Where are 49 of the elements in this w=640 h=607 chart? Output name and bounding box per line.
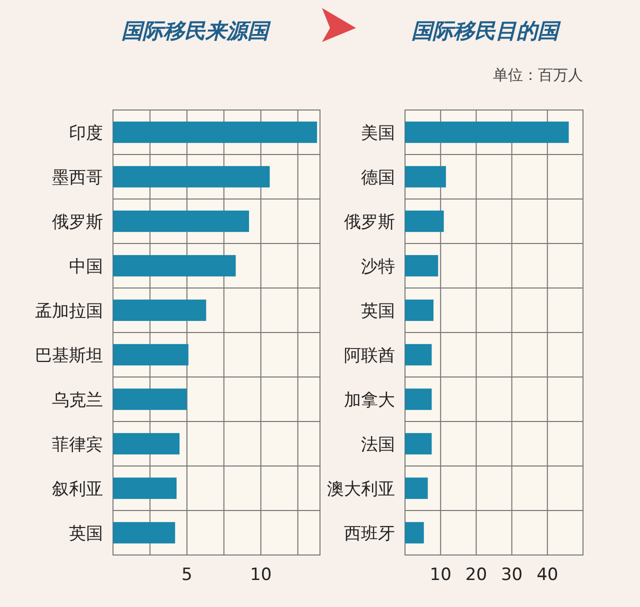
x-tick-label: 20 bbox=[465, 565, 488, 585]
bar bbox=[405, 210, 444, 232]
bar bbox=[113, 122, 318, 143]
y-tick-label: 印度 bbox=[69, 123, 103, 144]
bar bbox=[405, 166, 446, 188]
x-tick-label: 30 bbox=[500, 565, 523, 585]
bar bbox=[113, 255, 236, 276]
y-tick-label: 德国 bbox=[361, 168, 395, 188]
bar bbox=[405, 388, 432, 410]
bar bbox=[405, 433, 432, 454]
y-tick-label: 澳大利亚 bbox=[327, 479, 395, 500]
bar bbox=[113, 522, 176, 544]
text: 单位：百万人 bbox=[493, 66, 583, 84]
y-tick-label: 法国 bbox=[361, 434, 395, 455]
y-tick-label: 墨西哥 bbox=[52, 168, 103, 188]
y-tick-label: 美国 bbox=[361, 123, 395, 144]
y-tick-label: 俄罗斯 bbox=[52, 212, 103, 232]
y-tick-label: 俄罗斯 bbox=[344, 212, 395, 232]
bar bbox=[405, 344, 432, 366]
y-tick-label: 英国 bbox=[361, 301, 395, 322]
y-tick-label: 叙利亚 bbox=[52, 479, 103, 500]
chart-title: 国际移民来源国 bbox=[122, 19, 272, 43]
x-tick-label: 10 bbox=[250, 565, 272, 585]
bar bbox=[113, 433, 180, 454]
y-tick-label: 乌克兰 bbox=[52, 390, 103, 410]
y-tick-label: 西班牙 bbox=[344, 524, 395, 544]
bar bbox=[405, 478, 428, 499]
bar bbox=[405, 122, 569, 143]
bar bbox=[113, 344, 188, 366]
y-tick-label: 阿联酋 bbox=[344, 346, 395, 366]
y-tick-label: 英国 bbox=[69, 524, 103, 544]
bar bbox=[405, 255, 438, 276]
x-tick-label: 10 bbox=[430, 565, 452, 585]
x-tick-label: 5 bbox=[182, 565, 192, 585]
y-tick-label: 中国 bbox=[69, 256, 103, 277]
bar bbox=[113, 300, 206, 321]
bar bbox=[113, 210, 250, 232]
bar bbox=[113, 478, 177, 499]
bar bbox=[405, 300, 434, 321]
x-tick-label: 40 bbox=[536, 565, 558, 585]
y-tick-label: 菲律宾 bbox=[52, 434, 103, 455]
y-tick-label: 孟加拉国 bbox=[35, 301, 103, 322]
bar bbox=[113, 166, 270, 188]
y-tick-label: 巴基斯坦 bbox=[35, 346, 103, 366]
chart-title: 国际移民目的国 bbox=[412, 19, 562, 43]
bar bbox=[405, 522, 424, 544]
y-tick-label: 沙特 bbox=[361, 256, 395, 277]
y-tick-label: 加拿大 bbox=[344, 390, 395, 410]
bar bbox=[113, 388, 187, 410]
